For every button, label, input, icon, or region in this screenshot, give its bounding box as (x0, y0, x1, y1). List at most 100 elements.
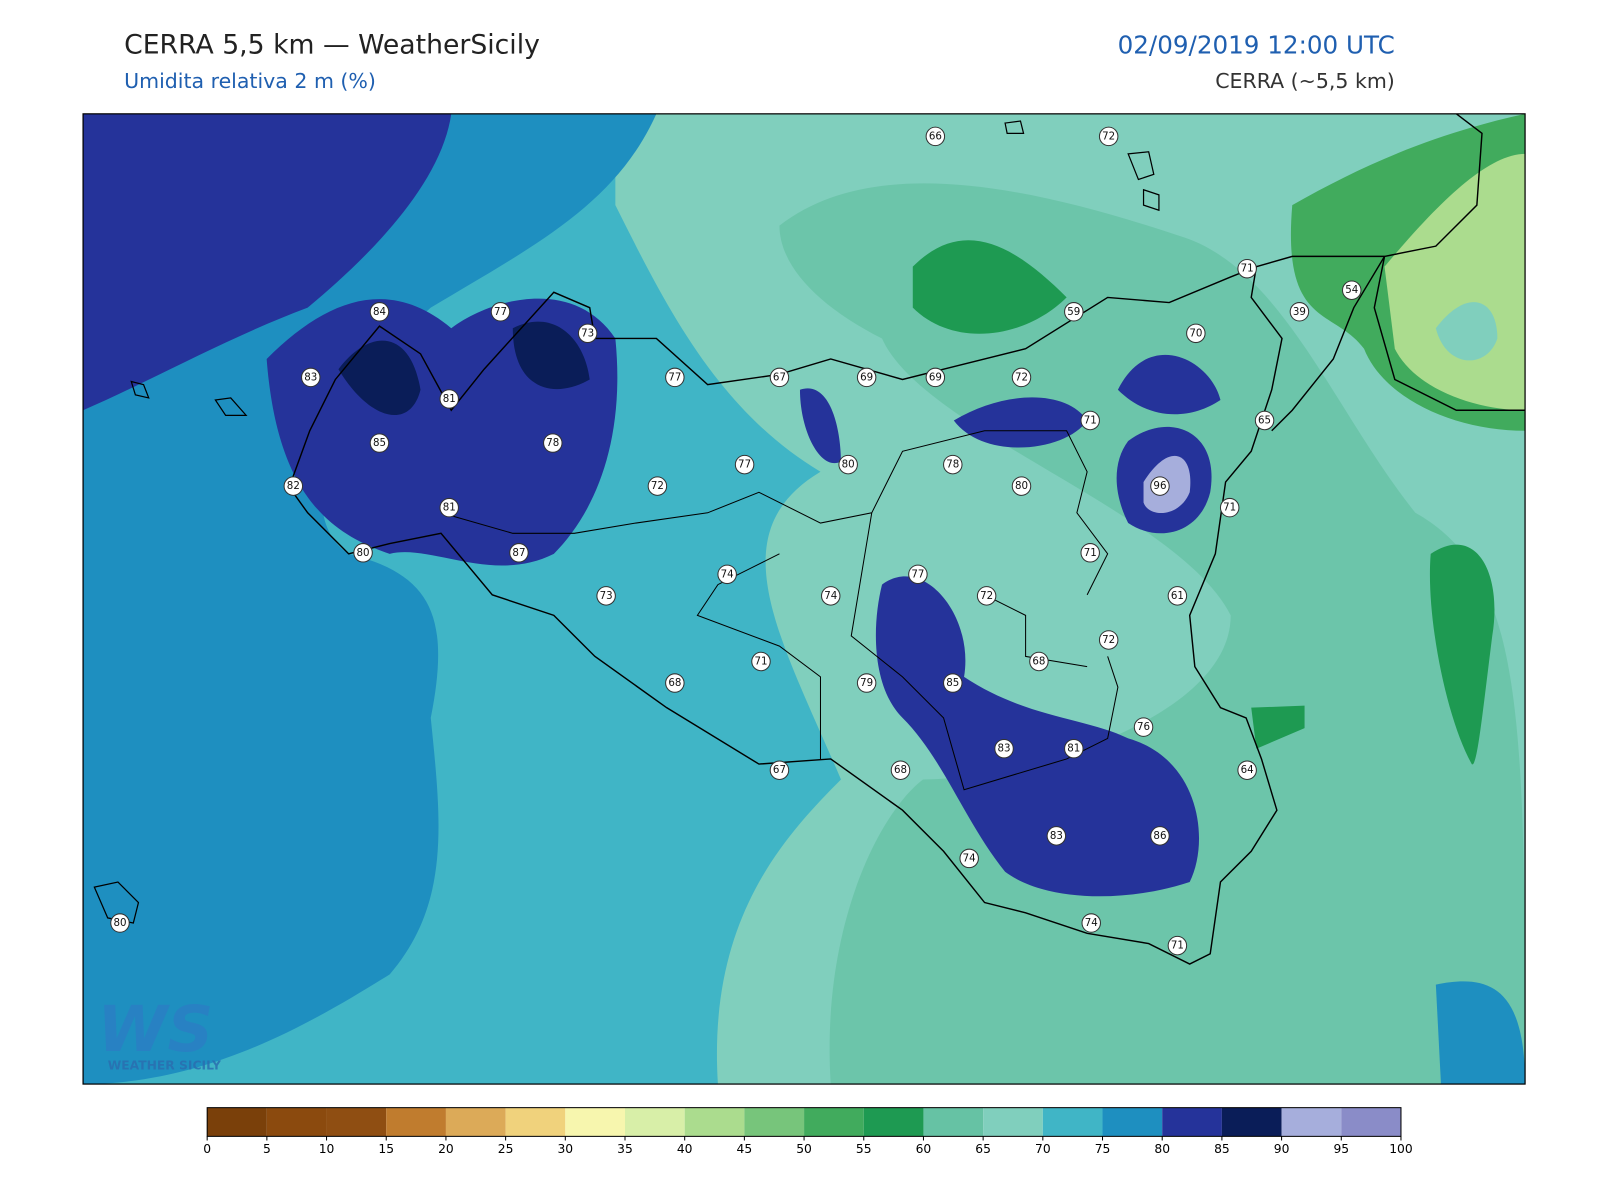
station-value: 81 (1067, 743, 1080, 755)
station-marker (908, 564, 928, 585)
field-55c (1251, 705, 1305, 749)
station-marker (1150, 826, 1170, 846)
station-marker (717, 564, 737, 585)
station-marker (925, 126, 946, 147)
station-value: 59 (1067, 306, 1080, 318)
station-value: 96 (1153, 480, 1166, 492)
station-marker (1150, 476, 1170, 496)
station-value: 85 (946, 677, 959, 689)
station-marker (976, 586, 997, 606)
colorbar: 0 5 10 15 20 25 30 35 40 45 50 55 60 65 70 75 80 85 90 95 10… (203, 1107, 1413, 1156)
station: 61 (1167, 586, 1188, 606)
station: 71 (1237, 258, 1257, 279)
station-marker (1064, 738, 1084, 759)
station-marker (943, 454, 963, 475)
station: 77 (490, 302, 511, 322)
station-marker (490, 302, 511, 322)
field-80c (875, 576, 1200, 897)
map: 66 72 71 54 39 59 70 84 77 73 83 81 85 78 82 81 80 87 77 67… (83, 113, 1526, 1085)
station: 73 (596, 586, 616, 606)
station-value: 84 (373, 306, 386, 318)
station-marker (994, 738, 1014, 759)
stations: 66 72 71 54 39 59 70 84 77 73 83 81 85 78 82 81 80 87 77 67… (110, 126, 1362, 956)
station: 65 (1254, 410, 1275, 431)
station-marker (751, 651, 771, 672)
station-marker (1046, 826, 1067, 846)
station: 77 (665, 367, 685, 388)
field-75b (1435, 981, 1526, 1085)
station-value: 77 (911, 568, 924, 580)
colorbar-swatch (923, 1107, 984, 1137)
station-marker (283, 476, 304, 496)
station-marker (1133, 717, 1154, 737)
subtitle: Umidita relativa 2 m (%) (124, 69, 376, 93)
field-70b (1435, 302, 1498, 361)
station: 77 (734, 454, 755, 475)
station-value: 68 (1032, 656, 1045, 668)
colorbar-swatch (207, 1107, 267, 1137)
station: 87 (509, 543, 529, 563)
station-value: 68 (894, 764, 907, 776)
colorbar-tick-label: 5 (263, 1142, 271, 1156)
station-value: 70 (1189, 327, 1202, 339)
station-value: 39 (1293, 306, 1306, 318)
station-marker (890, 760, 911, 780)
station-value: 72 (980, 590, 993, 602)
station-marker (959, 848, 979, 869)
colorbar-tick-label: 100 (1389, 1142, 1412, 1156)
colorbar-tick-label: 80 (1154, 1142, 1170, 1156)
station-marker (301, 367, 321, 388)
station: 73 (577, 323, 598, 344)
colorbar-tick-label: 10 (319, 1142, 335, 1156)
field-55b (1429, 544, 1495, 765)
colorbar-tick-label: 65 (975, 1142, 991, 1156)
station: 80 (353, 543, 373, 563)
station: 71 (1080, 543, 1100, 563)
colorbar-swatch (1221, 1107, 1282, 1137)
station: 83 (1046, 826, 1067, 846)
station: 85 (943, 673, 963, 693)
station-value: 74 (1085, 917, 1098, 929)
station: 69 (925, 367, 946, 388)
station-value: 74 (721, 568, 734, 580)
station-value: 77 (738, 459, 751, 471)
station-value: 67 (773, 371, 786, 383)
islands (93, 120, 1160, 924)
station-marker (1011, 476, 1032, 496)
station-value: 80 (113, 917, 126, 929)
station-value: 77 (494, 306, 507, 318)
station-marker (439, 389, 459, 409)
colorbar-tick-label: 40 (677, 1142, 693, 1156)
station: 71 (1219, 497, 1240, 518)
station-marker (577, 323, 598, 344)
station-value: 83 (1050, 830, 1063, 842)
station-value: 72 (1102, 634, 1115, 646)
station: 68 (665, 673, 685, 693)
colorbar-tick-label: 35 (617, 1142, 633, 1156)
station-marker (1167, 935, 1188, 956)
station-marker (1098, 126, 1119, 147)
station-value: 66 (929, 130, 942, 142)
logo-mark: WS (97, 992, 213, 1066)
colorbar-swatch (326, 1107, 387, 1137)
station: 71 (751, 651, 771, 672)
station-value: 54 (1345, 284, 1358, 296)
station-marker (769, 760, 790, 780)
station: 67 (769, 760, 790, 780)
colorbar-swatch (744, 1107, 805, 1137)
station-value: 69 (929, 371, 942, 383)
station-value: 80 (1015, 480, 1028, 492)
station: 72 (976, 586, 997, 606)
station: 74 (1081, 913, 1101, 933)
station-value: 71 (1171, 940, 1184, 952)
station-marker (647, 476, 668, 496)
station-value: 71 (1084, 414, 1097, 426)
colorbar-swatch (386, 1107, 446, 1137)
station-marker (665, 673, 685, 693)
colorbar-swatch (266, 1107, 327, 1137)
colorbar-swatch (565, 1107, 626, 1137)
station: 81 (439, 497, 459, 518)
colorbar-tick-label: 50 (796, 1142, 812, 1156)
